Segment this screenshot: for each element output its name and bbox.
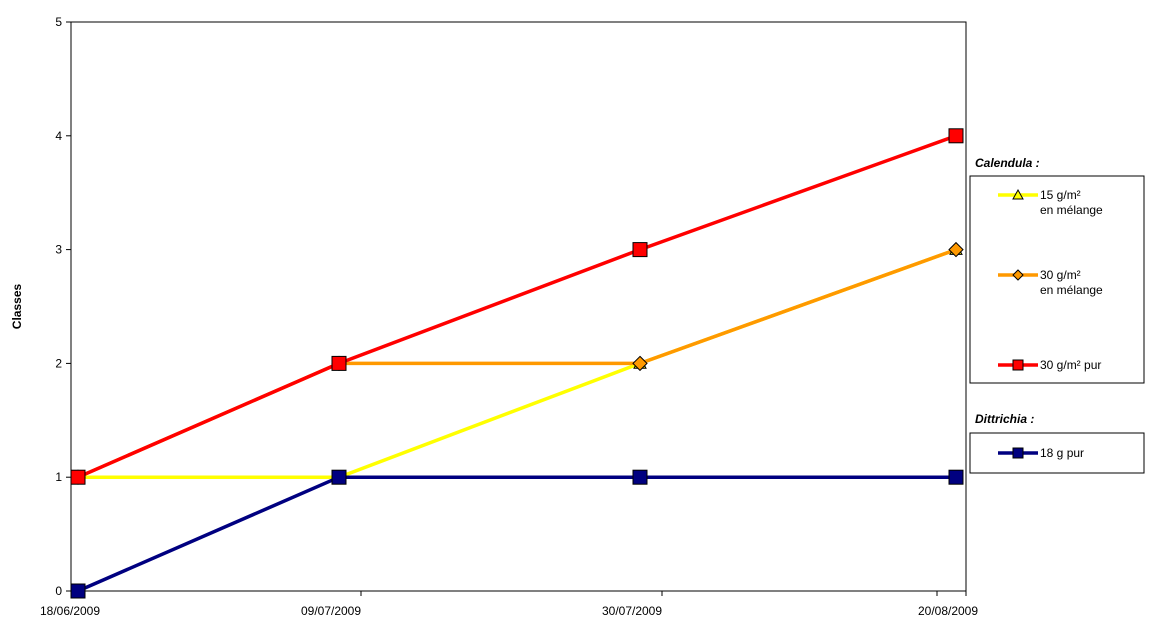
x-tick-label: 20/08/2009 — [918, 604, 978, 618]
legend-box — [969, 175, 1145, 384]
legend-entry-label: 30 g/m² — [1040, 268, 1081, 282]
legend-swatch-marker — [1012, 269, 1024, 281]
legend-group-title: Calendula : — [975, 156, 1040, 170]
legend-entry-label: en mélange — [1040, 283, 1103, 297]
data-point-2-2 — [632, 242, 648, 258]
data-point-1-2 — [632, 355, 648, 372]
legend-swatch-marker — [1012, 359, 1024, 371]
chart-axes — [70, 21, 967, 592]
legend-entry-label: 18 g pur — [1040, 446, 1084, 460]
series-line-3 — [77, 475, 956, 593]
data-point-3-2 — [632, 469, 648, 485]
legend-swatch-marker — [1012, 188, 1024, 200]
y-tick-label: 5 — [55, 15, 62, 29]
x-tick-label: 30/07/2009 — [602, 604, 662, 618]
data-point-1-3 — [948, 241, 964, 258]
y-axis-label: Classes — [10, 283, 24, 329]
plot-area — [70, 21, 967, 592]
chart-series-lines — [77, 134, 957, 593]
data-point-3-3 — [948, 469, 964, 485]
legend-entry-label: en mélange — [1040, 203, 1103, 217]
legend-swatch-marker — [1012, 447, 1024, 459]
chart-ticks: 0 1 2 3 4 5 18/06/2009 09/07/2009 30/07/2009 20/0… — [40, 15, 978, 618]
series-line-2 — [77, 134, 957, 479]
legend-entry-label: 15 g/m² — [1040, 188, 1081, 202]
data-point-2-3 — [948, 128, 964, 144]
x-tick-label: 09/07/2009 — [301, 604, 361, 618]
y-tick-label: 2 — [55, 356, 62, 370]
data-point-2-0 — [70, 469, 86, 485]
data-point-2-1 — [331, 355, 347, 371]
legend-group-title: Dittrichia : — [975, 412, 1034, 426]
data-point-3-1 — [331, 469, 347, 485]
y-tick-label: 4 — [55, 129, 62, 143]
y-tick-label: 0 — [55, 584, 62, 598]
x-tick-label: 18/06/2009 — [40, 604, 100, 618]
y-tick-label: 3 — [55, 243, 62, 257]
y-tick-label: 1 — [55, 470, 62, 484]
chart-markers — [70, 128, 964, 599]
legend-entry-label: 30 g/m² pur — [1040, 358, 1101, 372]
data-point-3-0 — [70, 583, 86, 599]
